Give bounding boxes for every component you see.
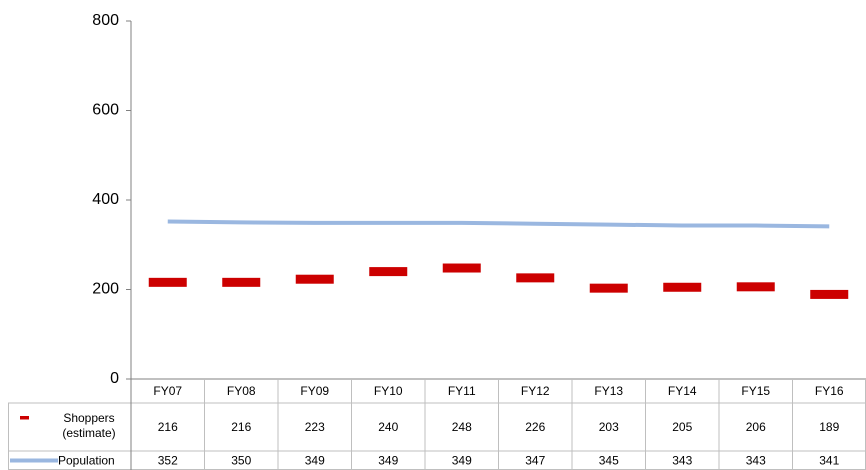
marker [369, 267, 408, 277]
marker [736, 282, 775, 292]
table-value: 216 [231, 420, 251, 434]
table-value: 343 [746, 454, 766, 468]
x-tick-label: FY15 [741, 384, 770, 398]
x-tick-label: FY10 [374, 384, 403, 398]
table-value: 349 [452, 454, 472, 468]
table-value: 349 [305, 454, 325, 468]
table-value: 206 [746, 420, 766, 434]
marker [295, 274, 334, 284]
series-line [167, 219, 830, 229]
table-value: 345 [599, 454, 619, 468]
table-value: 226 [525, 420, 545, 434]
x-tick-label: FY12 [521, 384, 550, 398]
y-tick-label: 200 [92, 281, 119, 298]
x-tick-label: FY16 [815, 384, 844, 398]
x-tick-label: FY11 [448, 384, 476, 398]
marker [663, 282, 702, 292]
table-value: 347 [525, 454, 545, 468]
table-value: 216 [158, 420, 178, 434]
x-tick-label: FY09 [300, 384, 329, 398]
marker [589, 283, 628, 293]
y-tick-label: 800 [92, 12, 119, 29]
table-value: 189 [819, 420, 839, 434]
x-tick-label: FY14 [668, 384, 697, 398]
legend-label: Population [58, 454, 115, 468]
marker [810, 289, 849, 299]
table-value: 203 [599, 420, 619, 434]
table-value: 248 [452, 420, 472, 434]
legend-key [20, 416, 29, 420]
marker [442, 263, 481, 273]
marker [516, 273, 555, 283]
marker [148, 277, 187, 287]
table-value: 349 [378, 454, 398, 468]
x-tick-label: FY07 [153, 384, 182, 398]
y-tick-label: 400 [92, 191, 119, 208]
table-value: 350 [231, 454, 251, 468]
marker [222, 277, 261, 287]
table-value: 240 [378, 420, 398, 434]
table-value: 205 [672, 420, 692, 434]
legend-label: Shoppers (estimate) [62, 411, 116, 440]
table-value: 341 [819, 454, 839, 468]
legend-box: Shoppers (estimate) [62, 411, 116, 440]
x-tick-label: FY13 [594, 384, 623, 398]
y-tick-label: 600 [92, 102, 119, 119]
table-value: 352 [158, 454, 178, 468]
y-tick-label: 0 [110, 370, 119, 387]
x-tick-label: FY08 [227, 384, 256, 398]
table-value: 343 [672, 454, 692, 468]
table-value: 223 [305, 420, 325, 434]
